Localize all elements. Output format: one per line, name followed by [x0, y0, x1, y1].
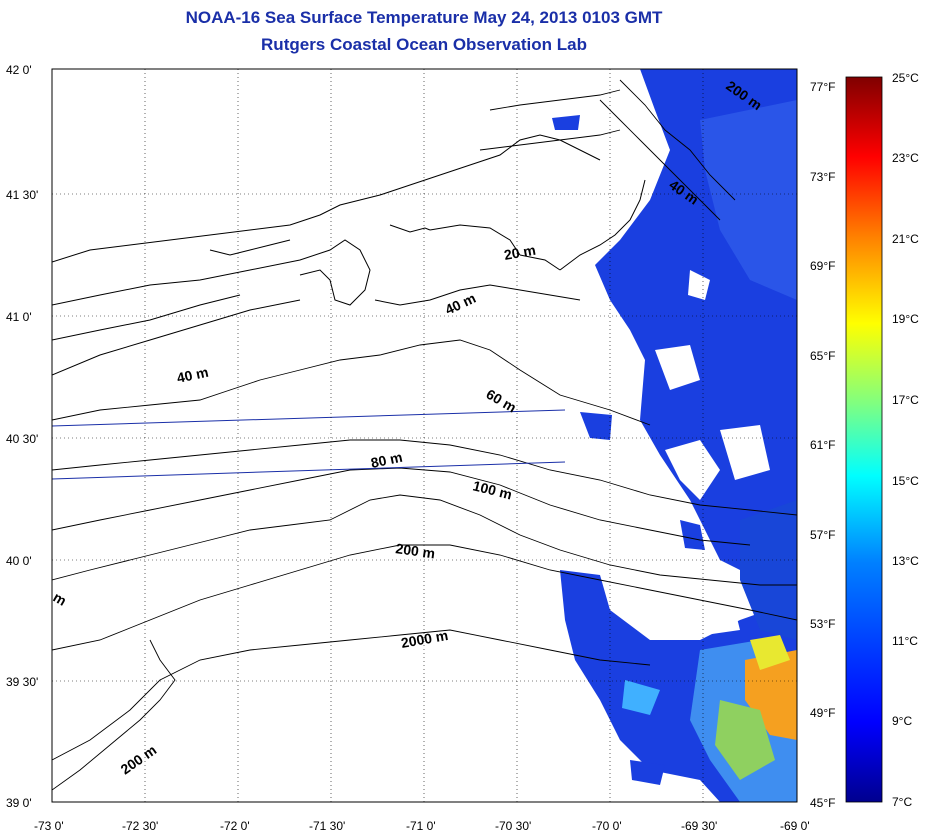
contour-label: 80 m [369, 449, 404, 471]
lon-label: -72 0' [220, 819, 250, 833]
lon-label: -69 30' [681, 819, 717, 833]
contour-label: 20 m [503, 242, 537, 263]
lat-label: 40 0' [6, 554, 32, 568]
sst-data-layer [552, 69, 797, 802]
lon-label: -71 0' [406, 819, 436, 833]
lon-label: -70 0' [592, 819, 622, 833]
lat-label: 40 30' [6, 432, 38, 446]
lon-label: -73 0' [34, 819, 64, 833]
celsius-label: 15°C [892, 474, 919, 488]
map-frame [51, 68, 798, 803]
graticule [52, 69, 797, 802]
fahrenheit-label: 49°F [810, 706, 835, 720]
lon-label: -69 0' [780, 819, 810, 833]
lat-label: 41 0' [6, 310, 32, 324]
celsius-label: 17°C [892, 393, 919, 407]
lon-label: -72 30' [122, 819, 158, 833]
map-subtitle: Rutgers Coastal Ocean Observation Lab [261, 35, 587, 54]
lon-label: -71 30' [309, 819, 345, 833]
fahrenheit-label: 65°F [810, 349, 835, 363]
fahrenheit-label: 45°F [810, 796, 835, 810]
lat-label: 39 30' [6, 675, 38, 689]
celsius-label: 25°C [892, 71, 919, 85]
lat-label: 41 30' [6, 188, 38, 202]
fahrenheit-label: 61°F [810, 438, 835, 452]
colorbar [845, 76, 883, 803]
celsius-label: 23°C [892, 151, 919, 165]
map-title: NOAA-16 Sea Surface Temperature May 24, … [185, 8, 663, 27]
celsius-label: 9°C [892, 714, 912, 728]
contour-label: 40 m [175, 364, 210, 386]
transect-lines [52, 409, 566, 480]
celsius-label: 19°C [892, 312, 919, 326]
lat-label: 39 0' [6, 796, 32, 810]
lon-label: -70 30' [495, 819, 531, 833]
contour-label: 200 m [395, 540, 437, 561]
celsius-label: 13°C [892, 554, 919, 568]
fahrenheit-label: 57°F [810, 528, 835, 542]
fahrenheit-label: 77°F [810, 80, 835, 94]
celsius-label: 7°C [892, 795, 912, 809]
coastline [52, 134, 646, 376]
lat-label: 42 0' [6, 63, 32, 77]
celsius-label: 21°C [892, 232, 919, 246]
fahrenheit-label: 73°F [810, 170, 835, 184]
fahrenheit-label: 69°F [810, 259, 835, 273]
bathymetry-contours [52, 79, 797, 791]
fahrenheit-label: 53°F [810, 617, 835, 631]
celsius-label: 11°C [892, 634, 918, 648]
